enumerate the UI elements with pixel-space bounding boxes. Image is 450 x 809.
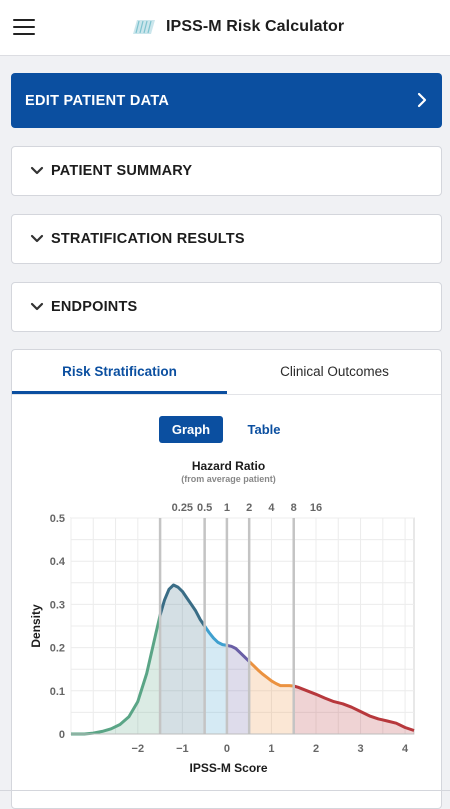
density-segment-fill [249,661,294,734]
x-axis-title: IPSS-M Score [189,761,267,775]
y-tick-label: 0.1 [50,686,65,698]
hamburger-menu-icon[interactable] [13,19,35,37]
top-tick-label: 16 [310,502,322,514]
y-tick-label: 0 [59,729,65,741]
app-logo-icon [133,20,155,34]
app-header: IPSS-M Risk Calculator [0,0,450,56]
density-segment-line [226,643,251,663]
stratification-results-section[interactable]: STRATIFICATION RESULTS [11,214,442,264]
density-segment-fill [160,585,205,734]
chevron-down-icon [30,234,44,243]
density-segment-line [158,583,206,627]
chevron-right-icon [417,92,427,108]
top-tick-label: 0.25 [172,502,193,514]
x-tick-label: 2 [313,743,319,755]
patient-summary-section[interactable]: PATIENT SUMMARY [11,146,442,196]
y-tick-label: 0.2 [50,643,65,655]
top-tick-label: 8 [291,502,297,514]
top-tick-label: 2 [246,502,252,514]
y-tick-label: 0.4 [50,556,66,568]
chevron-down-icon [30,166,44,175]
risk-density-chart: 0 0.1 0.2 0.3 0.4 0.5 −2 −1 0 1 2 3 4 0.25 0.5 1 2 4 8 16 Ha… [29,459,415,775]
edit-patient-data-button[interactable]: EDIT PATIENT DATA [11,73,442,128]
top-tick-label: 1 [224,502,230,514]
y-tick-label: 0.5 [50,513,65,525]
top-tick-label: 4 [268,502,275,514]
top-tick-label: 0.5 [197,502,212,514]
endpoints-section[interactable]: ENDPOINTS [11,282,442,332]
results-card: Risk Stratification Clinical Outcomes Gr… [11,349,442,809]
y-axis-title: Density [29,604,43,648]
stratification-results-label: STRATIFICATION RESULTS [51,231,245,247]
top-axis-title: Hazard Ratio [192,459,265,473]
edit-patient-data-label: EDIT PATIENT DATA [25,93,170,109]
graph-toggle-button[interactable]: Graph [159,416,223,443]
tab-risk-stratification[interactable]: Risk Stratification [62,364,177,379]
active-tab-indicator [12,391,227,394]
bottom-divider [0,790,450,791]
density-segment-line [248,660,294,688]
y-tick-label: 0.3 [50,599,65,611]
x-tick-label: 4 [402,743,409,755]
density-segment-line [71,614,162,736]
x-tick-label: 3 [357,743,363,755]
x-tick-label: −1 [176,743,189,755]
density-segment-line [203,625,228,647]
density-segment-line [293,684,415,732]
top-axis-subtitle: (from average patient) [181,474,276,484]
x-tick-label: −2 [132,743,145,755]
endpoints-label: ENDPOINTS [51,299,138,315]
table-toggle-button[interactable]: Table [247,422,281,437]
patient-summary-label: PATIENT SUMMARY [51,163,193,179]
density-segment-fill [204,626,227,734]
x-tick-label: 0 [224,743,230,755]
density-segment-fill [226,645,250,734]
tab-clinical-outcomes[interactable]: Clinical Outcomes [280,364,389,379]
app-title: IPSS-M Risk Calculator [166,18,345,35]
chevron-down-icon [30,302,44,311]
x-tick-label: 1 [268,743,274,755]
tab-divider [12,394,441,395]
